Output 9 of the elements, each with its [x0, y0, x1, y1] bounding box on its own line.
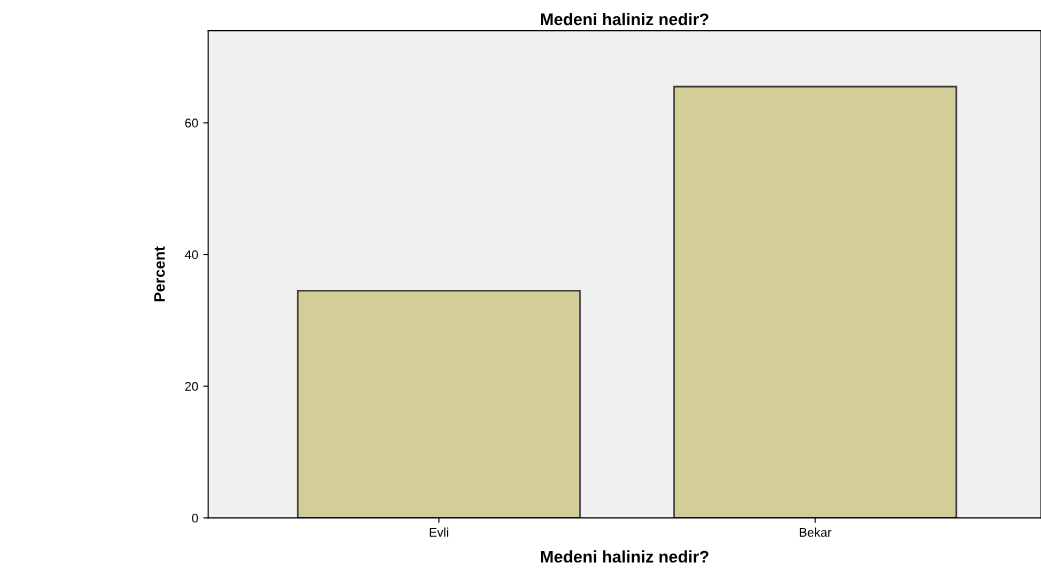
x-tick-label: Evli: [429, 527, 449, 537]
x-axis-title: Medeni haliniz nedir?: [540, 550, 709, 563]
y-tick-label: 20: [185, 382, 198, 391]
chart-title: Medeni haliniz nedir?: [540, 13, 709, 26]
y-tick-label: 60: [185, 118, 198, 128]
y-tick-label: 0: [192, 513, 198, 523]
y-tick-label: 40: [184, 250, 198, 260]
y-axis-title: Percent: [154, 246, 165, 302]
x-tick-label: Bekar: [799, 527, 832, 537]
